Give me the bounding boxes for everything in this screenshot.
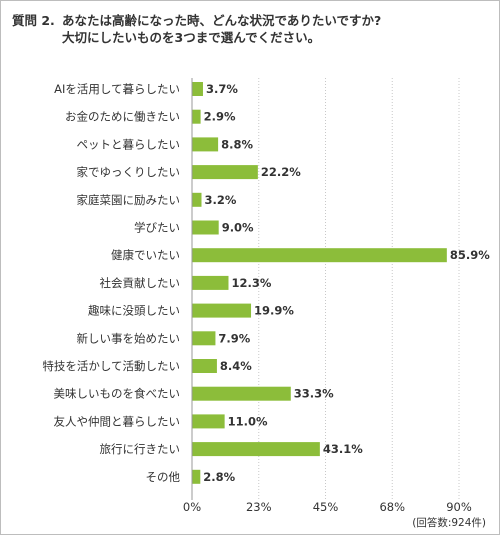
category-label: 美味しいものを食べたい [54, 387, 181, 401]
category-label: その他 [146, 470, 181, 484]
bar [192, 165, 258, 180]
value-label: 2.8% [203, 470, 235, 484]
x-tick-label: 68% [379, 500, 405, 514]
category-label: AIを活用して暮らしたい [54, 82, 180, 96]
category-label: 家庭菜園に励みたい [77, 193, 181, 207]
value-label: 3.7% [206, 82, 238, 96]
value-label: 9.0% [222, 221, 254, 235]
value-label: 19.9% [254, 304, 294, 318]
bar [192, 359, 217, 373]
category-label: 旅行に行きたい [100, 442, 181, 456]
question-line-2: 大切にしたいものを3つまで選んでください。 [12, 27, 320, 46]
value-label: 8.8% [221, 137, 253, 151]
question-subtext: 大切にしたいものを3つまで選んでください。 [62, 30, 321, 45]
question-text: あなたは高齢になった時、どんな状況でありたいですか? [62, 13, 382, 28]
category-label: 学びたい [134, 221, 180, 235]
respondent-count-note: (回答数:924件) [412, 516, 486, 529]
value-label: 7.9% [218, 331, 250, 345]
value-label: 85.9% [450, 248, 490, 262]
question-line-1: 質問 2. あなたは高齢になった時、どんな状況でありたいですか? [12, 10, 381, 29]
bar [192, 414, 225, 429]
x-tick-label: 90% [446, 500, 472, 514]
value-label: 11.0% [228, 414, 268, 428]
category-label: 健康でいたい [111, 248, 180, 262]
bar [192, 386, 291, 401]
x-tick-label: 45% [313, 500, 339, 514]
bar [192, 442, 320, 457]
bar [192, 275, 229, 290]
bar [192, 220, 219, 235]
category-label: 家でゆっくりしたい [77, 165, 181, 179]
category-label: 友人や仲間と暮らしたい [54, 414, 181, 428]
category-label: 特技を活かして活動したい [42, 359, 180, 373]
value-label: 43.1% [323, 442, 363, 456]
value-label: 33.3% [294, 387, 334, 401]
value-label: 8.4% [220, 359, 252, 373]
category-label: 趣味に没頭したい [88, 304, 180, 318]
bar [192, 109, 201, 124]
x-tick-label: 23% [246, 500, 272, 514]
value-label: 22.2% [261, 165, 301, 179]
x-tick-label: 0% [183, 500, 201, 514]
category-label: お金のために働きたい [65, 110, 180, 124]
question-number: 質問 2. [12, 13, 55, 28]
bar [192, 82, 203, 96]
category-label: 新しい事を始めたい [77, 331, 181, 345]
bar [192, 248, 447, 263]
bar [192, 331, 216, 346]
bar [192, 137, 219, 152]
value-label: 3.2% [204, 193, 236, 207]
value-label: 2.9% [204, 110, 236, 124]
bar [192, 192, 202, 207]
category-label: 社会貢献したい [100, 276, 181, 290]
value-label: 12.3% [231, 276, 271, 290]
bar [192, 303, 252, 318]
bar [192, 469, 201, 484]
category-label: ペットと暮らしたい [77, 137, 181, 151]
